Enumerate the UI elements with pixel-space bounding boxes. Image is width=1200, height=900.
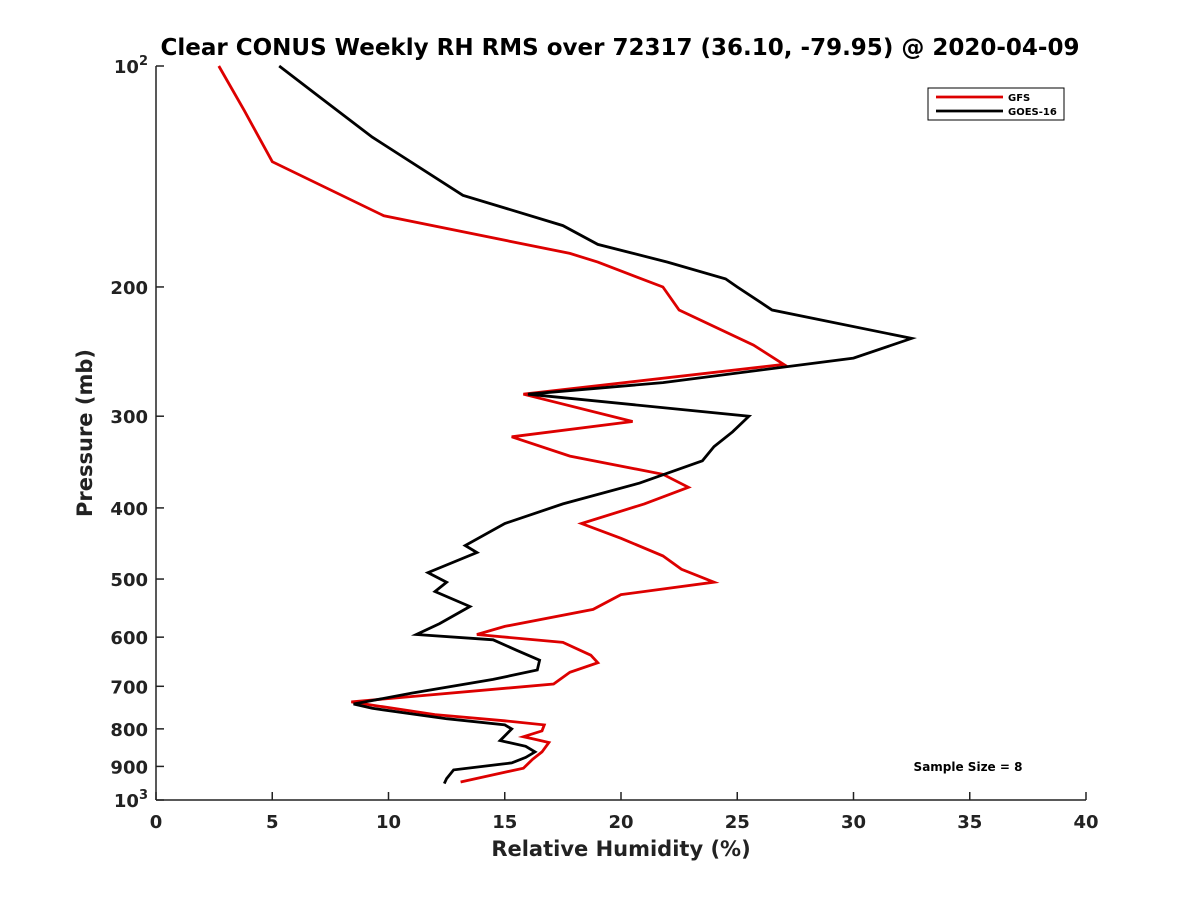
- series-line-gfs: [217, 65, 788, 784]
- y-tick-label: 800: [110, 720, 148, 741]
- x-tick-label: 10: [376, 812, 401, 833]
- x-tick-label: 30: [841, 812, 866, 833]
- y-ticks: 102 200 300 400 500 600 700 800 900 103: [110, 54, 164, 812]
- x-tick-label: 35: [957, 812, 982, 833]
- y-tick-label: 102: [114, 54, 148, 78]
- y-tick-label: 300: [110, 407, 148, 428]
- x-axis-label: Relative Humidity (%): [491, 837, 750, 861]
- chart-title: Clear CONUS Weekly RH RMS over 72317 (36…: [161, 35, 1080, 61]
- x-ticks: 0 5 10 15 20 25 30 35 40: [150, 792, 1099, 833]
- y-axis-label: Pressure (mb): [73, 349, 97, 517]
- x-tick-label: 20: [608, 812, 633, 833]
- legend: GFS GOES-16: [927, 87, 1065, 121]
- series-line-goes-16: [278, 64, 917, 785]
- y-tick-label: 200: [110, 278, 148, 299]
- legend-label: GFS: [1008, 93, 1030, 104]
- y-tick-label: 400: [110, 499, 148, 520]
- legend-box: [927, 87, 1065, 121]
- y-tick-label: 103: [114, 788, 148, 812]
- x-tick-label: 0: [150, 812, 163, 833]
- x-tick-label: 40: [1073, 812, 1098, 833]
- plot-axes: [155, 66, 1086, 801]
- y-tick-label: 500: [110, 570, 148, 591]
- x-tick-label: 25: [725, 812, 750, 833]
- y-tick-label: 600: [110, 628, 148, 649]
- series-layer: [217, 64, 917, 785]
- x-tick-label: 15: [492, 812, 517, 833]
- y-tick-label: 900: [110, 757, 148, 778]
- legend-label: GOES-16: [1008, 107, 1057, 118]
- y-tick-label: 700: [110, 677, 148, 698]
- sample-size-annotation: Sample Size = 8: [914, 760, 1023, 774]
- x-tick-label: 5: [266, 812, 279, 833]
